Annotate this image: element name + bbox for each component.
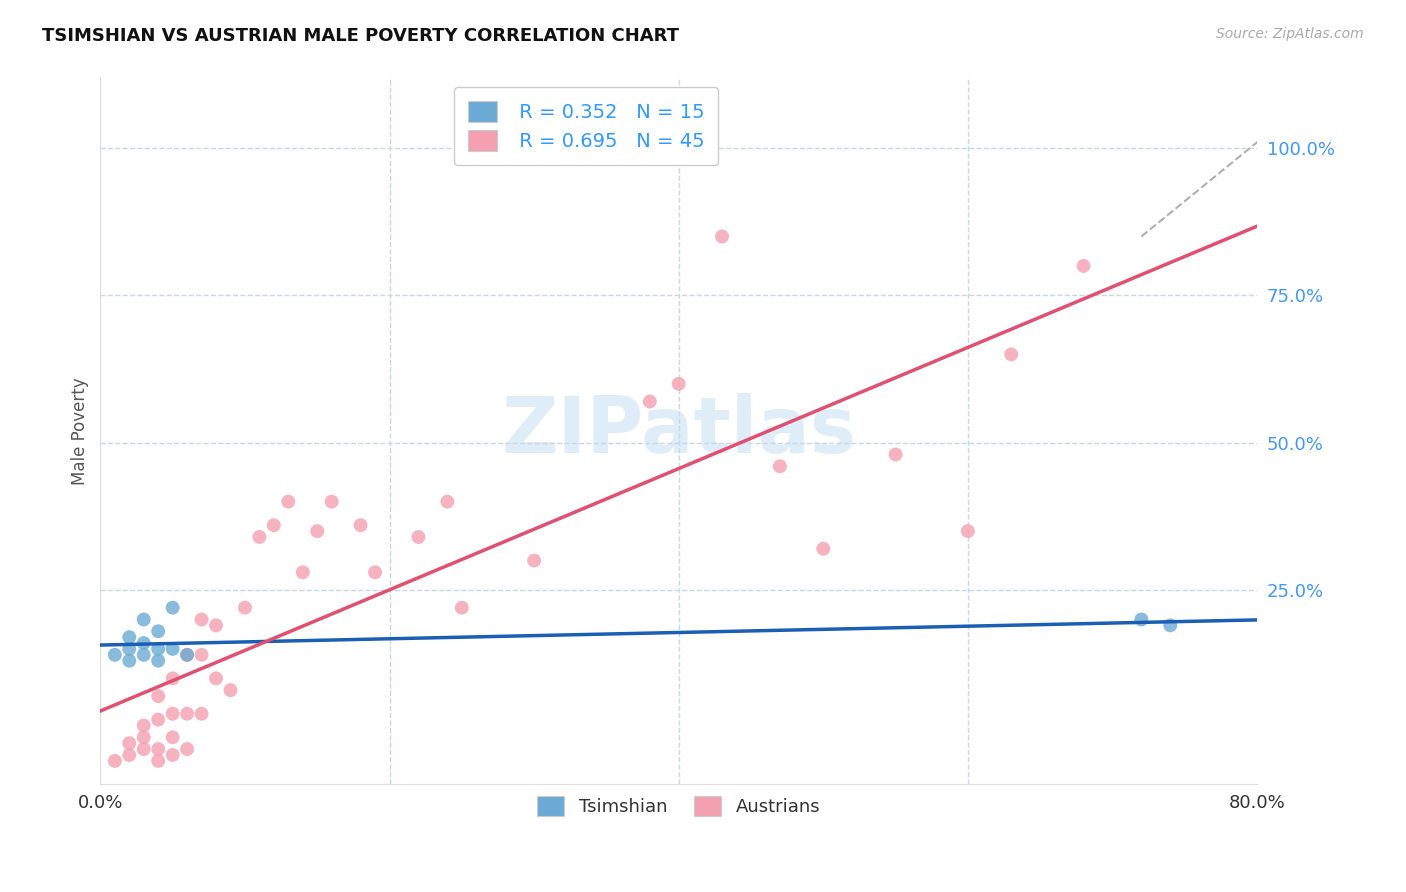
Point bbox=[132, 648, 155, 662]
Text: TSIMSHIAN VS AUSTRIAN MALE POVERTY CORRELATION CHART: TSIMSHIAN VS AUSTRIAN MALE POVERTY CORRE… bbox=[42, 27, 679, 45]
Point bbox=[132, 731, 155, 745]
Point bbox=[104, 648, 127, 662]
Point bbox=[132, 742, 155, 756]
Legend: Tsimshian, Austrians: Tsimshian, Austrians bbox=[529, 787, 830, 825]
Point bbox=[162, 600, 184, 615]
Point bbox=[148, 689, 170, 703]
Point bbox=[769, 459, 792, 474]
Point bbox=[349, 518, 371, 533]
Point bbox=[190, 612, 212, 626]
Text: ZIPatlas: ZIPatlas bbox=[501, 393, 856, 469]
Point bbox=[668, 376, 690, 391]
Point bbox=[450, 600, 472, 615]
Point bbox=[148, 624, 170, 639]
Point bbox=[364, 566, 387, 580]
Point bbox=[132, 636, 155, 650]
Point bbox=[205, 618, 228, 632]
Point bbox=[190, 706, 212, 721]
Point bbox=[233, 600, 256, 615]
Point bbox=[638, 394, 661, 409]
Point bbox=[956, 524, 979, 538]
Point bbox=[277, 494, 299, 508]
Point bbox=[118, 747, 141, 762]
Point bbox=[148, 654, 170, 668]
Point bbox=[1000, 347, 1022, 361]
Point bbox=[813, 541, 835, 556]
Point bbox=[291, 566, 314, 580]
Point bbox=[148, 754, 170, 768]
Point bbox=[408, 530, 430, 544]
Point bbox=[205, 672, 228, 686]
Point bbox=[118, 736, 141, 750]
Point bbox=[321, 494, 343, 508]
Point bbox=[523, 553, 546, 567]
Point bbox=[162, 747, 184, 762]
Point bbox=[247, 530, 270, 544]
Point bbox=[118, 654, 141, 668]
Point bbox=[307, 524, 329, 538]
Point bbox=[148, 713, 170, 727]
Point bbox=[436, 494, 458, 508]
Point bbox=[884, 448, 907, 462]
Point bbox=[176, 706, 198, 721]
Point bbox=[1130, 612, 1153, 626]
Text: Source: ZipAtlas.com: Source: ZipAtlas.com bbox=[1216, 27, 1364, 41]
Point bbox=[132, 612, 155, 626]
Point bbox=[104, 754, 127, 768]
Point bbox=[148, 742, 170, 756]
Point bbox=[711, 229, 734, 244]
Point bbox=[176, 742, 198, 756]
Point bbox=[219, 683, 242, 698]
Point bbox=[162, 706, 184, 721]
Point bbox=[176, 648, 198, 662]
Point bbox=[148, 641, 170, 656]
Y-axis label: Male Poverty: Male Poverty bbox=[72, 377, 89, 484]
Point bbox=[176, 648, 198, 662]
Point bbox=[1073, 259, 1095, 273]
Point bbox=[263, 518, 285, 533]
Point bbox=[118, 630, 141, 644]
Point bbox=[1159, 618, 1181, 632]
Point bbox=[162, 641, 184, 656]
Point bbox=[190, 648, 212, 662]
Point bbox=[132, 718, 155, 732]
Point bbox=[162, 672, 184, 686]
Point bbox=[162, 731, 184, 745]
Point bbox=[118, 641, 141, 656]
